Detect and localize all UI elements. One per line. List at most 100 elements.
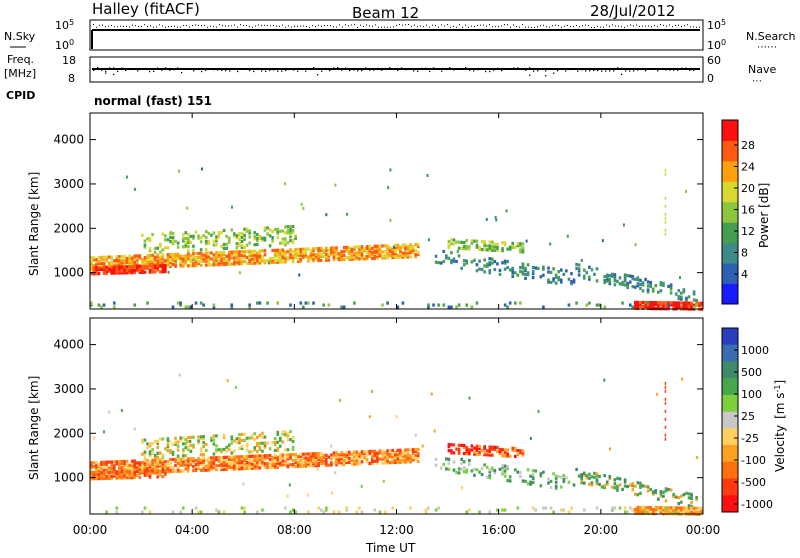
power-cell (582, 268, 586, 272)
power-cell (636, 282, 640, 286)
velocity-cell (166, 445, 170, 449)
power-cell (350, 257, 354, 261)
velocity-cell (291, 447, 295, 452)
y-tick-label: 2000 (53, 426, 84, 440)
velocity-cell (324, 453, 328, 457)
velocity-cell (682, 508, 686, 512)
power-cell (123, 265, 126, 269)
velocity-cell (112, 474, 116, 478)
power-cell (373, 246, 377, 250)
power-cell (488, 246, 492, 250)
velocity-cell (148, 442, 152, 446)
power-cell (151, 264, 154, 268)
power-cell (327, 252, 331, 256)
power-cell (273, 258, 277, 262)
velocity-cell (138, 467, 142, 471)
velocity-cell (263, 443, 267, 447)
velocity-cell (659, 490, 663, 494)
nsearch-point (354, 24, 355, 26)
velocity-cell (181, 461, 185, 465)
power-cell (179, 264, 182, 268)
velocity-colorbar-swatch (722, 495, 738, 513)
power-cell (256, 253, 259, 257)
power-cell (355, 245, 359, 249)
velocity-cell (636, 511, 640, 516)
velocity-colorbar-swatch (722, 428, 738, 446)
power-cell (179, 262, 182, 266)
power-cell (360, 249, 364, 253)
velocity-cell (373, 449, 377, 453)
power-cell (332, 258, 336, 262)
power-cell (256, 242, 259, 247)
velocity-cell (276, 432, 280, 436)
power-cell (204, 253, 208, 257)
velocity-cell (641, 511, 645, 516)
nave-point (561, 67, 563, 70)
power-cell (250, 253, 254, 257)
nsearch-point (423, 26, 424, 28)
velocity-cell (314, 460, 318, 464)
power-cell (692, 292, 696, 296)
power-cell (365, 247, 369, 251)
velocity-cell (371, 389, 374, 393)
velocity-cell (322, 461, 326, 465)
velocity-cell (258, 466, 262, 470)
velocity-cell (233, 455, 236, 459)
velocity-cell (636, 507, 640, 512)
power-cell (496, 248, 499, 253)
power-cell (112, 271, 116, 275)
velocity-cell (496, 508, 499, 512)
nsearch-point (573, 26, 574, 28)
power-cell (268, 244, 272, 248)
nsearch-point (657, 26, 658, 28)
velocity-cell (626, 510, 629, 514)
nsearch-point (132, 24, 133, 26)
velocity-cell (90, 475, 93, 479)
nave-point (293, 69, 295, 71)
velocity-cell (143, 465, 147, 469)
velocity-cell (365, 450, 369, 454)
velocity-cell (240, 432, 244, 437)
nsearch-point (663, 24, 664, 26)
velocity-cell (317, 453, 320, 458)
nsearch-point (594, 26, 595, 28)
velocity-cell (197, 435, 200, 439)
power-cell (450, 259, 453, 263)
velocity-cell (611, 485, 614, 489)
power-cell (220, 256, 223, 261)
power-cell (271, 240, 274, 244)
velocity-cell (342, 454, 346, 459)
velocity-cell (370, 455, 374, 459)
nave-point (93, 69, 95, 72)
velocity-cell (97, 462, 101, 467)
nsearch-point (426, 24, 427, 26)
velocity-cell (549, 506, 553, 510)
velocity-cell (164, 466, 167, 470)
velocity-cell (138, 465, 142, 469)
velocity-cell (233, 461, 236, 465)
velocity-cell (289, 430, 292, 434)
velocity-cell (166, 443, 170, 447)
nave-point (625, 70, 627, 72)
velocity-cell (370, 453, 374, 457)
velocity-cell (181, 469, 185, 473)
velocity-cell (102, 462, 106, 466)
velocity-cell (340, 455, 343, 459)
velocity-cell (141, 438, 144, 442)
velocity-cell (253, 456, 257, 460)
velocity-cell (273, 459, 277, 463)
nsearch-point (195, 24, 196, 26)
power-colorbar-label: 12 (741, 225, 755, 238)
power-cell (654, 301, 658, 305)
nsearch-point (402, 24, 403, 26)
nsearch-point (684, 25, 685, 27)
power-cell (611, 272, 614, 276)
velocity-cell (554, 480, 558, 484)
power-cell (641, 281, 645, 285)
power-cell (319, 248, 323, 253)
velocity-cell (184, 459, 188, 463)
power-cell (107, 267, 111, 271)
velocity-cell (360, 450, 364, 454)
nave-point (261, 70, 263, 72)
power-cell (90, 260, 93, 264)
